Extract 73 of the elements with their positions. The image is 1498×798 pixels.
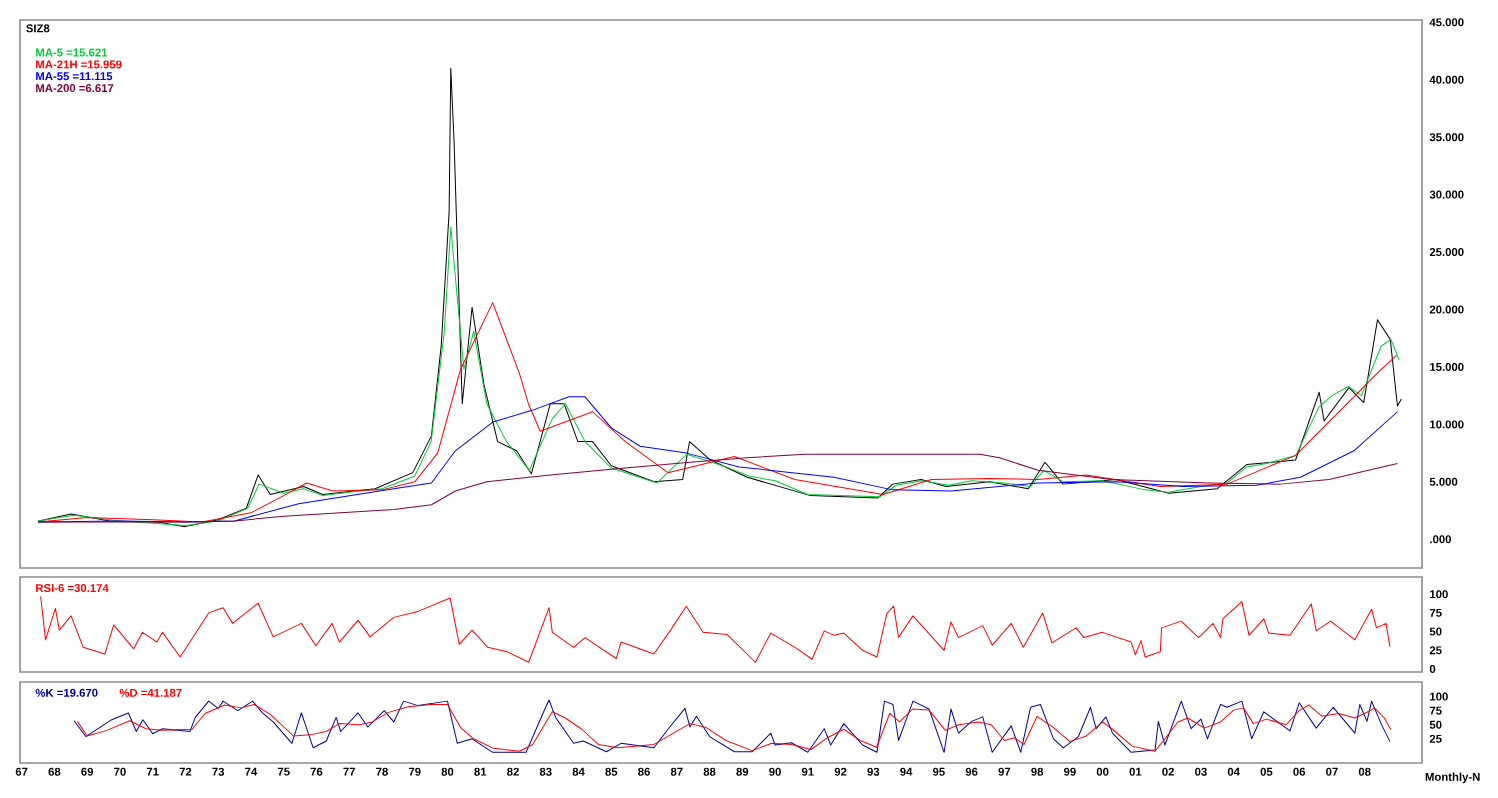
x-tick-label: 84	[572, 767, 585, 776]
x-tick-label: 73	[212, 767, 225, 776]
line-series	[37, 453, 1398, 523]
text: %D =41.187	[119, 688, 182, 697]
y-tick-label: 50	[1429, 720, 1442, 729]
x-tick-label: 01	[1129, 767, 1142, 776]
text: Monthly-N	[1425, 772, 1480, 784]
text: MA-200 =6.617	[36, 84, 114, 93]
x-tick-label: 85	[605, 767, 618, 776]
y-tick-label: 100	[1430, 590, 1448, 599]
x-tick-label: 87	[670, 767, 683, 776]
y-tick-label: 45.000	[1429, 18, 1464, 27]
y-tick-label: .000	[1430, 535, 1451, 544]
x-tick-label: 05	[1260, 767, 1273, 776]
x-tick-label: 67	[15, 767, 28, 776]
x-tick-label: 72	[179, 767, 192, 776]
line-series	[40, 595, 1391, 663]
chart-title: SIZ8	[26, 24, 50, 33]
y-tick-label: 10.000	[1430, 420, 1464, 429]
x-tick-label: 06	[1293, 767, 1306, 776]
x-tick-label: 79	[408, 767, 421, 776]
x-tick-label: 71	[146, 767, 159, 776]
x-tick-label: 77	[343, 767, 356, 776]
x-tick-label: 03	[1195, 767, 1207, 776]
x-tick-label: 75	[277, 767, 290, 776]
y-tick-label: 50	[1429, 627, 1442, 636]
y-tick-label: 35.000	[1429, 133, 1464, 142]
y-tick-label: 100	[1430, 692, 1448, 701]
x-tick-label: 76	[310, 767, 323, 776]
x-tick-label: 00	[1096, 767, 1109, 776]
x-tick-label: 08	[1358, 767, 1371, 776]
y-tick-label: 75	[1429, 608, 1442, 617]
series-label: RSI-6 =30.174	[36, 584, 109, 593]
x-tick-label: 80	[441, 767, 454, 776]
y-tick-label: 75	[1429, 706, 1442, 715]
x-tick-label: 96	[965, 767, 978, 776]
x-tick-label: 89	[736, 767, 749, 776]
text: MA-21H =15.959	[36, 60, 122, 69]
x-tick-label: 91	[801, 767, 814, 776]
y-tick-label: 25	[1429, 734, 1442, 743]
y-tick-label: 15.000	[1430, 362, 1464, 371]
text: %K =19.670	[35, 688, 98, 697]
x-tick-label: 90	[769, 767, 781, 776]
x-tick-label: 98	[1031, 767, 1044, 776]
y-tick-label: 40.000	[1429, 75, 1464, 84]
y-tick-label: 25	[1429, 646, 1442, 655]
x-tick-label: 70	[114, 767, 126, 776]
x-tick-label: 81	[474, 767, 487, 776]
x-tick-label: 68	[48, 767, 61, 776]
y-tick-label: 0	[1429, 665, 1436, 674]
x-tick-label: 92	[834, 767, 847, 776]
x-tick-label: 99	[1063, 767, 1076, 776]
text: MA-55 =11.115	[36, 72, 113, 81]
x-tick-label: 88	[703, 767, 716, 776]
x-tick-label: 97	[998, 767, 1011, 776]
y-tick-label: 20.000	[1429, 305, 1464, 314]
x-tick-label: 83	[539, 767, 552, 776]
x-tick-label: 95	[932, 767, 945, 776]
x-tick-label: 82	[507, 767, 519, 776]
x-tick-label: 04	[1227, 767, 1240, 776]
x-tick-label: 78	[376, 767, 388, 776]
x-tick-label: 86	[638, 767, 650, 776]
x-tick-label: 07	[1326, 767, 1338, 776]
text: MA-5 =15.621	[36, 48, 108, 57]
x-tick-label: 02	[1162, 767, 1175, 776]
y-tick-label: 5.000	[1429, 477, 1458, 486]
y-tick-label: 25.000	[1429, 248, 1464, 257]
line-series	[37, 226, 1400, 526]
x-tick-label: 93	[867, 767, 880, 776]
x-tick-label: 69	[81, 767, 94, 776]
x-tick-label: 74	[245, 767, 258, 776]
x-tick-label: 94	[900, 767, 913, 776]
y-tick-label: 30.000	[1429, 190, 1464, 199]
